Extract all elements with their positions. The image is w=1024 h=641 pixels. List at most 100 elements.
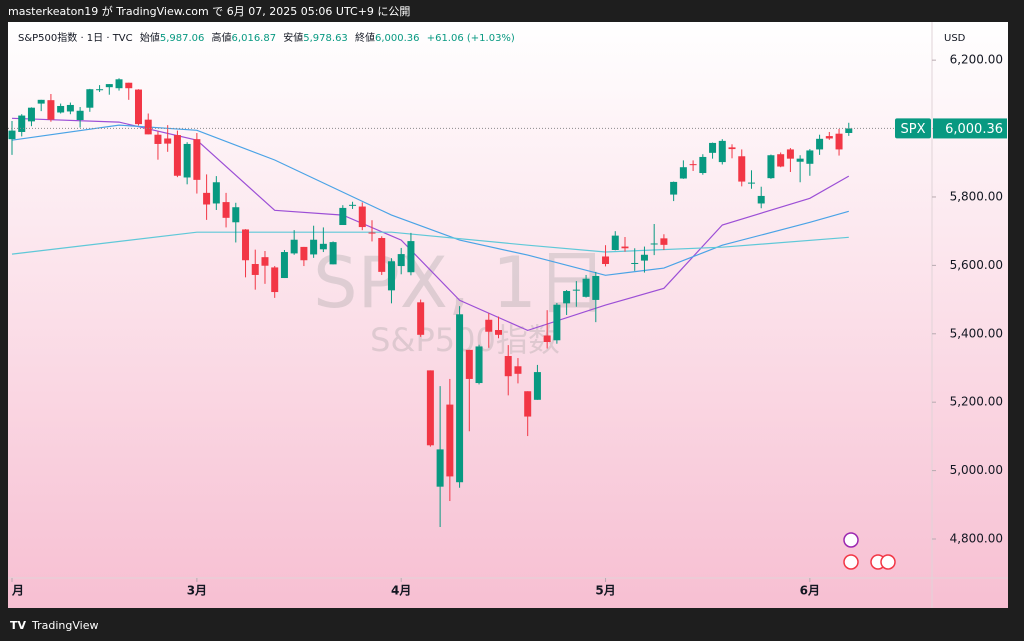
- ohlc-label: 始値: [140, 31, 160, 44]
- candle-body: [465, 349, 473, 379]
- candle-body: [378, 238, 386, 272]
- x-tick-label: 4月: [391, 584, 411, 598]
- symbol: S&P500指数 · 1日 · TVC: [18, 31, 133, 44]
- candle-body: [728, 147, 736, 150]
- currency: USD: [944, 33, 966, 44]
- x-tick-label: 6月: [800, 584, 820, 598]
- candle-body: [358, 206, 366, 228]
- candle-body: [495, 330, 502, 335]
- candle-body: [203, 192, 211, 205]
- candle-body: [222, 202, 230, 218]
- candle-body: [835, 133, 843, 150]
- candle-body: [679, 167, 687, 179]
- candle-body: [125, 82, 133, 89]
- legend-header: S&P500指数 · 1日 · TVC 始値5,987.06 高値6,016.8…: [18, 31, 515, 44]
- candle-body: [417, 302, 425, 335]
- candle-body: [825, 136, 833, 139]
- candle-body: [105, 84, 113, 88]
- candle-body: [475, 346, 483, 384]
- candle-body: [134, 89, 142, 125]
- candle-body: [747, 182, 755, 184]
- candle-body: [572, 289, 580, 291]
- candle-body: [640, 254, 648, 261]
- candle-body: [164, 138, 172, 144]
- y-tick-label: 5,400.00: [950, 326, 1003, 340]
- candle-body: [543, 335, 551, 342]
- candle-body: [767, 155, 775, 179]
- y-tick-label: 4,800.00: [950, 532, 1003, 546]
- candle-body: [660, 238, 668, 245]
- moving-average: [11, 231, 849, 255]
- candle-body: [8, 130, 16, 140]
- ohlc-value: 6,000.36: [375, 33, 420, 44]
- y-tick-label: 5,600.00: [950, 258, 1003, 272]
- svg-text:TV: TV: [10, 619, 27, 632]
- candle-body: [621, 246, 629, 249]
- candle-body: [553, 304, 561, 341]
- candle-body: [76, 110, 84, 121]
- candle-body: [261, 257, 269, 266]
- candle-body: [602, 256, 610, 265]
- candle-body: [280, 252, 288, 279]
- candle-body: [816, 138, 824, 150]
- candle-body: [709, 142, 717, 153]
- price-tag: [895, 118, 931, 139]
- candle-body: [738, 156, 746, 182]
- candle-body: [329, 242, 337, 265]
- footer: TV TradingView: [10, 619, 98, 632]
- candle-body: [319, 243, 327, 250]
- candle-body: [592, 275, 600, 300]
- x-tick-label: 5月: [595, 584, 615, 598]
- candle-body: [183, 143, 191, 178]
- candle-body: [66, 104, 74, 112]
- candle-body: [368, 232, 376, 234]
- ohlc-label: 安値: [283, 31, 303, 44]
- candle-body: [47, 100, 55, 120]
- candle-body: [670, 181, 678, 195]
- ohlc-value: 5,987.06: [160, 33, 205, 44]
- candle-body: [57, 105, 65, 113]
- candle-body: [718, 140, 726, 163]
- candle-body: [96, 89, 104, 91]
- x-tick-label: 月: [11, 584, 24, 598]
- candle-body: [582, 278, 590, 297]
- candle-body: [611, 235, 619, 250]
- ohlc-value: 5,978.63: [303, 33, 348, 44]
- candle-body: [796, 158, 804, 162]
- candle-body: [193, 139, 201, 180]
- candle-body: [650, 243, 658, 245]
- ohlc-label: 終値: [355, 31, 375, 44]
- y-tick-label: 6,200.00: [950, 53, 1003, 67]
- candle-body: [631, 262, 639, 264]
- candle-body: [232, 207, 240, 223]
- candle-body: [212, 182, 220, 204]
- moving-average: [11, 124, 849, 276]
- candle-body: [786, 149, 794, 159]
- plot: [8, 78, 853, 528]
- candle-body: [86, 89, 94, 108]
- candle-body: [310, 239, 318, 255]
- candle-body: [242, 229, 250, 261]
- top-bar: masterkeaton19 が TradingView.com で 6月 07…: [8, 4, 410, 18]
- candle-body: [387, 261, 395, 291]
- change: +61.06 (+1.03%): [427, 33, 515, 44]
- candle-body: [426, 370, 434, 446]
- x-tick-label: 3月: [187, 584, 207, 598]
- candle-body: [397, 254, 405, 267]
- candle-body: [446, 404, 454, 477]
- candle-body: [154, 134, 162, 144]
- candle-body: [349, 204, 357, 206]
- candle-body: [27, 107, 35, 122]
- event-icons: [843, 532, 896, 570]
- candle-body: [699, 156, 707, 174]
- candle-body: [271, 267, 279, 293]
- candle-body: [533, 372, 541, 400]
- candle-body: [290, 239, 298, 254]
- y-tick-label: 5,800.00: [950, 189, 1003, 203]
- candle-body: [689, 164, 697, 166]
- footer-brand: TradingView: [31, 619, 98, 632]
- candle-body: [173, 135, 181, 176]
- candle-body: [806, 150, 814, 164]
- candle-body: [456, 314, 464, 483]
